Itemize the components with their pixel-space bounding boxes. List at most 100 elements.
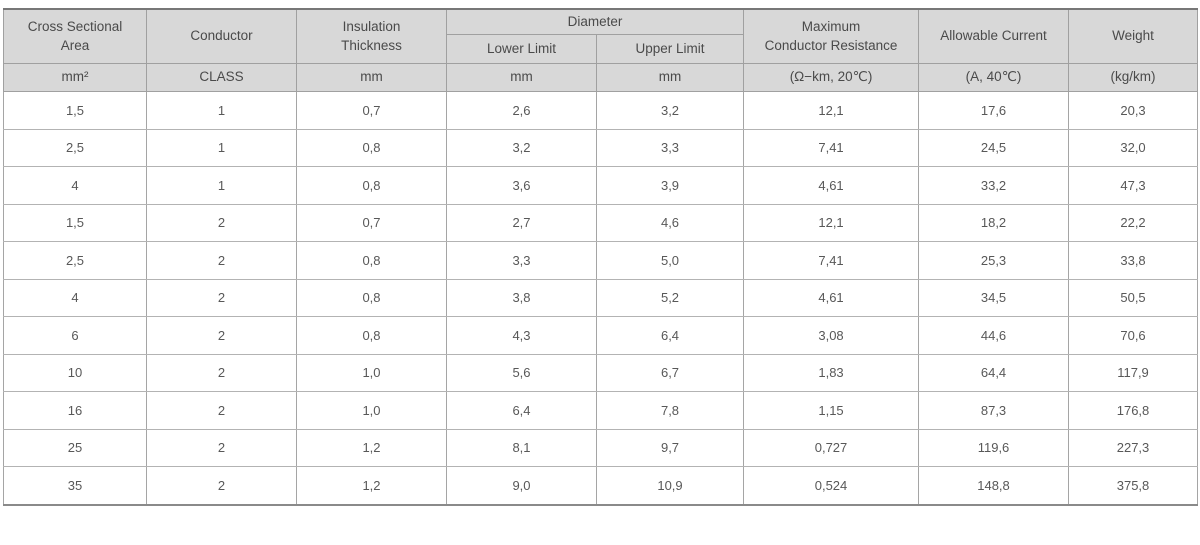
table-row: 25 2 1,2 8,1 9,7 0,727 119,6 227,3 [3, 428, 1199, 467]
table-cell: 9,0 [446, 466, 597, 505]
table-cell: 1,0 [296, 391, 447, 430]
table-cell: 5,0 [595, 241, 745, 280]
table-cell: 0,8 [296, 241, 447, 280]
table-cell: 12,1 [743, 203, 920, 242]
table-cell: 7,41 [743, 241, 920, 280]
table-cell: 10,9 [595, 466, 745, 505]
table-cell: 3,08 [743, 316, 920, 355]
col-header-conductor: Conductor [146, 8, 297, 64]
header-row-units: mm² CLASS mm mm mm (Ω−km, 20℃) (A, 40℃) … [3, 63, 1199, 92]
table-cell: 2,7 [446, 203, 597, 242]
table-cell: 34,5 [918, 278, 1070, 317]
table-cell: 16 [3, 391, 147, 430]
table-cell: 1,83 [743, 353, 920, 392]
table-cell: 18,2 [918, 203, 1070, 242]
table-row: 1,5 1 0,7 2,6 3,2 12,1 17,6 20,3 [3, 91, 1199, 130]
table-cell: 5,2 [595, 278, 745, 317]
table-cell: 2 [146, 391, 297, 430]
table-cell: 3,9 [595, 166, 745, 205]
table-cell: 1 [146, 166, 297, 205]
col-header-upper-limit: Upper Limit [595, 34, 745, 64]
table-cell: 7,8 [595, 391, 745, 430]
table-cell: 1 [146, 128, 297, 167]
table-cell: 3,3 [446, 241, 597, 280]
table-cell: 5,6 [446, 353, 597, 392]
table-cell: 0,8 [296, 166, 447, 205]
table-cell: 25 [3, 428, 147, 467]
table-cell: 1,2 [296, 428, 447, 467]
table-cell: 0,7 [296, 91, 447, 130]
col-header-cross-sectional-area: Cross Sectional Area [3, 8, 147, 64]
table-cell: 8,1 [446, 428, 597, 467]
table-cell: 119,6 [918, 428, 1070, 467]
table-cell: 1,5 [3, 91, 147, 130]
cable-spec-table: Cross Sectional Area Conductor Insulatio… [3, 8, 1199, 506]
table-cell: 1,5 [3, 203, 147, 242]
header-row-diameter-limits: Lower Limit Upper Limit [4, 34, 1198, 64]
unit-max-conductor-resistance: (Ω−km, 20℃) [743, 63, 920, 92]
table-cell: 375,8 [1068, 466, 1199, 505]
unit-allowable-current: (A, 40℃) [918, 63, 1070, 92]
table-row: 10 2 1,0 5,6 6,7 1,83 64,4 117,9 [3, 353, 1199, 392]
table-cell: 33,2 [918, 166, 1070, 205]
table-cell: 3,6 [446, 166, 597, 205]
table-cell: 3,2 [595, 91, 745, 130]
table-cell: 4,61 [743, 166, 920, 205]
table-cell: 0,8 [296, 278, 447, 317]
table-cell: 2 [146, 466, 297, 505]
table-cell: 87,3 [918, 391, 1070, 430]
table-cell: 1,2 [296, 466, 447, 505]
table-cell: 12,1 [743, 91, 920, 130]
col-header-allowable-current: Allowable Current [918, 8, 1070, 64]
table-cell: 3,2 [446, 128, 597, 167]
table-cell: 2 [146, 203, 297, 242]
table-cell: 148,8 [918, 466, 1070, 505]
table-cell: 1 [146, 91, 297, 130]
table-cell: 4 [3, 166, 147, 205]
unit-insulation-thickness: mm [296, 63, 447, 92]
table-cell: 4 [3, 278, 147, 317]
table-row: 4 1 0,8 3,6 3,9 4,61 33,2 47,3 [3, 166, 1199, 205]
table-cell: 0,727 [743, 428, 920, 467]
col-header-weight: Weight [1068, 8, 1199, 64]
table-row: 2,5 2 0,8 3,3 5,0 7,41 25,3 33,8 [3, 241, 1199, 280]
table-cell: 17,6 [918, 91, 1070, 130]
table-cell: 2 [146, 241, 297, 280]
table-row: 1,5 2 0,7 2,7 4,6 12,1 18,2 22,2 [3, 203, 1199, 242]
table-cell: 33,8 [1068, 241, 1199, 280]
unit-lower-limit: mm [446, 63, 597, 92]
table-cell: 32,0 [1068, 128, 1199, 167]
table-cell: 6,4 [595, 316, 745, 355]
table-cell: 2 [146, 428, 297, 467]
table-cell: 47,3 [1068, 166, 1199, 205]
table-cell: 7,41 [743, 128, 920, 167]
unit-upper-limit: mm [595, 63, 745, 92]
table-cell: 4,3 [446, 316, 597, 355]
table-cell: 176,8 [1068, 391, 1199, 430]
unit-weight: (kg/km) [1068, 63, 1199, 92]
table-cell: 2 [146, 316, 297, 355]
table-cell: 20,3 [1068, 91, 1199, 130]
table-cell: 35 [3, 466, 147, 505]
table-cell: 70,6 [1068, 316, 1199, 355]
table-row: 2,5 1 0,8 3,2 3,3 7,41 24,5 32,0 [3, 128, 1199, 167]
unit-conductor: CLASS [146, 63, 297, 92]
table-cell: 9,7 [595, 428, 745, 467]
col-header-max-conductor-resistance: Maximum Conductor Resistance [743, 8, 920, 64]
table-cell: 6,7 [595, 353, 745, 392]
table-cell: 4,6 [595, 203, 745, 242]
table-row: 16 2 1,0 6,4 7,8 1,15 87,3 176,8 [3, 391, 1199, 430]
table-cell: 24,5 [918, 128, 1070, 167]
table-body: 1,5 1 0,7 2,6 3,2 12,1 17,6 20,3 2,5 1 0,8 3,2 3,3 7,… [3, 91, 1199, 505]
table-cell: 2 [146, 278, 297, 317]
table-cell: 227,3 [1068, 428, 1199, 467]
table-cell: 0,7 [296, 203, 447, 242]
table-cell: 1,15 [743, 391, 920, 430]
table-cell: 10 [3, 353, 147, 392]
col-header-diameter: Diameter [445, 8, 745, 35]
table-cell: 50,5 [1068, 278, 1199, 317]
header-row-main: Cross Sectional Area Conductor Insulatio… [3, 8, 1199, 64]
table-cell: 2,5 [3, 128, 147, 167]
table-row: 4 2 0,8 3,8 5,2 4,61 34,5 50,5 [3, 278, 1199, 317]
table-cell: 64,4 [918, 353, 1070, 392]
